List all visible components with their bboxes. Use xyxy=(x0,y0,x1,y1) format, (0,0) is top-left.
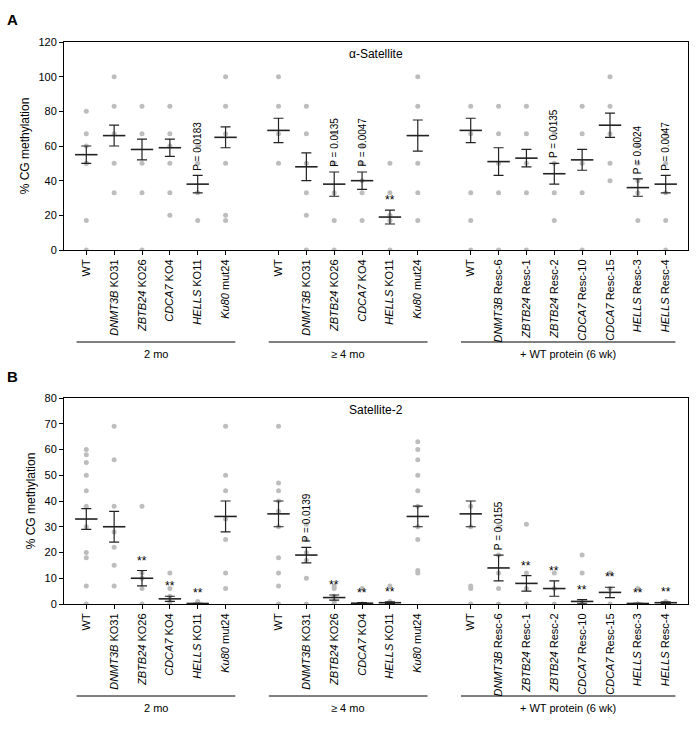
svg-text:DNMT3B Resc-6: DNMT3B Resc-6 xyxy=(492,613,504,696)
svg-text:DNMT3B Resc-6: DNMT3B Resc-6 xyxy=(492,259,504,342)
svg-text:HELLS Resc-3: HELLS Resc-3 xyxy=(631,613,643,686)
svg-text:HELLS KO11: HELLS KO11 xyxy=(191,259,203,324)
svg-text:20: 20 xyxy=(45,209,57,221)
svg-text:DNMT3B KO31: DNMT3B KO31 xyxy=(300,259,312,335)
svg-text:ZBTB24 KO26: ZBTB24 KO26 xyxy=(136,259,148,332)
svg-text:α-Satellite: α-Satellite xyxy=(349,47,403,61)
svg-text:**: ** xyxy=(661,585,671,599)
svg-text:DNMT3B KO31: DNMT3B KO31 xyxy=(300,613,312,689)
svg-text:≥ 4 mo: ≥ 4 mo xyxy=(331,348,365,360)
svg-text:Satellite-2: Satellite-2 xyxy=(349,403,403,417)
svg-text:**: ** xyxy=(521,559,531,573)
svg-text:ZBTB24 Resc-2: ZBTB24 Resc-2 xyxy=(548,259,560,338)
svg-text:CDCA7 KO4: CDCA7 KO4 xyxy=(356,259,368,321)
svg-text:0: 0 xyxy=(51,598,57,610)
svg-text:B: B xyxy=(7,368,18,385)
svg-text:HELLS KO11: HELLS KO11 xyxy=(384,613,396,678)
svg-text:ZBTB24 Resc-1: ZBTB24 Resc-1 xyxy=(520,613,532,692)
svg-text:80: 80 xyxy=(45,392,57,404)
svg-text:ZBTB24 Resc-1: ZBTB24 Resc-1 xyxy=(520,259,532,338)
svg-text:120: 120 xyxy=(38,36,56,48)
svg-text:40: 40 xyxy=(45,495,57,507)
svg-text:P = 0.0183: P = 0.0183 xyxy=(192,122,203,171)
svg-text:WT: WT xyxy=(80,259,92,276)
svg-text:0: 0 xyxy=(51,244,57,256)
svg-text:ZBTB24 KO26: ZBTB24 KO26 xyxy=(328,613,340,686)
svg-text:**: ** xyxy=(385,193,395,207)
svg-text:P = 0.0024: P = 0.0024 xyxy=(632,125,643,174)
svg-text:**: ** xyxy=(193,586,203,600)
svg-text:CDCA7 KO4: CDCA7 KO4 xyxy=(163,613,175,675)
svg-text:CDCA7 KO4: CDCA7 KO4 xyxy=(163,259,175,321)
svg-text:P = 0.0047: P = 0.0047 xyxy=(660,122,671,171)
svg-text:P = 0.0139: P = 0.0139 xyxy=(301,493,312,542)
svg-text:WT: WT xyxy=(464,613,476,630)
svg-text:2 mo: 2 mo xyxy=(144,702,168,714)
svg-text:HELLS Resc-3: HELLS Resc-3 xyxy=(631,259,643,332)
svg-text:HELLS Resc-4: HELLS Resc-4 xyxy=(659,613,671,686)
svg-text:DNMT3B KO31: DNMT3B KO31 xyxy=(108,259,120,335)
svg-text:WT: WT xyxy=(272,259,284,276)
svg-text:Ku80 mut24: Ku80 mut24 xyxy=(219,259,231,318)
svg-text:P = 0.0155: P = 0.0155 xyxy=(493,501,504,550)
svg-text:30: 30 xyxy=(45,521,57,533)
svg-text:% CG methylation: % CG methylation xyxy=(24,453,38,550)
svg-text:80: 80 xyxy=(45,105,57,117)
svg-text:DNMT3B KO31: DNMT3B KO31 xyxy=(108,613,120,689)
svg-text:CDCA7 Resc-15: CDCA7 Resc-15 xyxy=(604,613,616,694)
svg-text:2 mo: 2 mo xyxy=(144,348,168,360)
svg-text:70: 70 xyxy=(45,418,57,430)
svg-text:**: ** xyxy=(577,583,587,597)
svg-text:Ku80 mut24: Ku80 mut24 xyxy=(411,259,423,318)
svg-text:10: 10 xyxy=(45,572,57,584)
svg-text:60: 60 xyxy=(45,140,57,152)
svg-text:≥ 4 mo: ≥ 4 mo xyxy=(331,702,365,714)
svg-text:ZBTB24 KO26: ZBTB24 KO26 xyxy=(136,613,148,686)
svg-text:HELLS KO11: HELLS KO11 xyxy=(384,259,396,324)
svg-text:ZBTB24 Resc-2: ZBTB24 Resc-2 xyxy=(548,613,560,692)
svg-text:**: ** xyxy=(329,578,339,592)
svg-text:WT: WT xyxy=(464,259,476,276)
svg-text:20: 20 xyxy=(45,546,57,558)
svg-text:50: 50 xyxy=(45,469,57,481)
svg-text:Ku80 mut24: Ku80 mut24 xyxy=(219,613,231,672)
svg-text:WT: WT xyxy=(80,613,92,630)
svg-text:Ku80 mut24: Ku80 mut24 xyxy=(411,613,423,672)
svg-text:HELLS Resc-4: HELLS Resc-4 xyxy=(659,259,671,332)
svg-text:**: ** xyxy=(385,585,395,599)
svg-text:+ WT protein (6 wk): + WT protein (6 wk) xyxy=(520,348,616,360)
svg-text:40: 40 xyxy=(45,175,57,187)
svg-text:A: A xyxy=(7,11,18,28)
svg-text:**: ** xyxy=(137,554,147,568)
svg-text:**: ** xyxy=(357,586,367,600)
svg-text:+ WT protein (6 wk): + WT protein (6 wk) xyxy=(520,702,616,714)
svg-text:P = 0.0135: P = 0.0135 xyxy=(329,118,340,167)
svg-text:CDCA7 KO4: CDCA7 KO4 xyxy=(356,613,368,675)
svg-text:ZBTB24 KO26: ZBTB24 KO26 xyxy=(328,259,340,332)
svg-text:CDCA7 Resc-15: CDCA7 Resc-15 xyxy=(604,259,616,340)
svg-text:**: ** xyxy=(165,579,175,593)
svg-text:CDCA7 Resc-10: CDCA7 Resc-10 xyxy=(576,259,588,340)
svg-text:**: ** xyxy=(605,570,615,584)
svg-text:HELLS KO11: HELLS KO11 xyxy=(191,613,203,678)
svg-text:% CG methylation: % CG methylation xyxy=(18,98,32,195)
svg-text:**: ** xyxy=(549,564,559,578)
svg-text:P = 0.0047: P = 0.0047 xyxy=(357,118,368,167)
svg-text:WT: WT xyxy=(272,613,284,630)
svg-text:60: 60 xyxy=(45,443,57,455)
svg-text:CDCA7 Resc-10: CDCA7 Resc-10 xyxy=(576,613,588,694)
svg-text:P = 0.0135: P = 0.0135 xyxy=(548,109,559,158)
svg-text:**: ** xyxy=(633,586,643,600)
svg-text:100: 100 xyxy=(38,71,56,83)
